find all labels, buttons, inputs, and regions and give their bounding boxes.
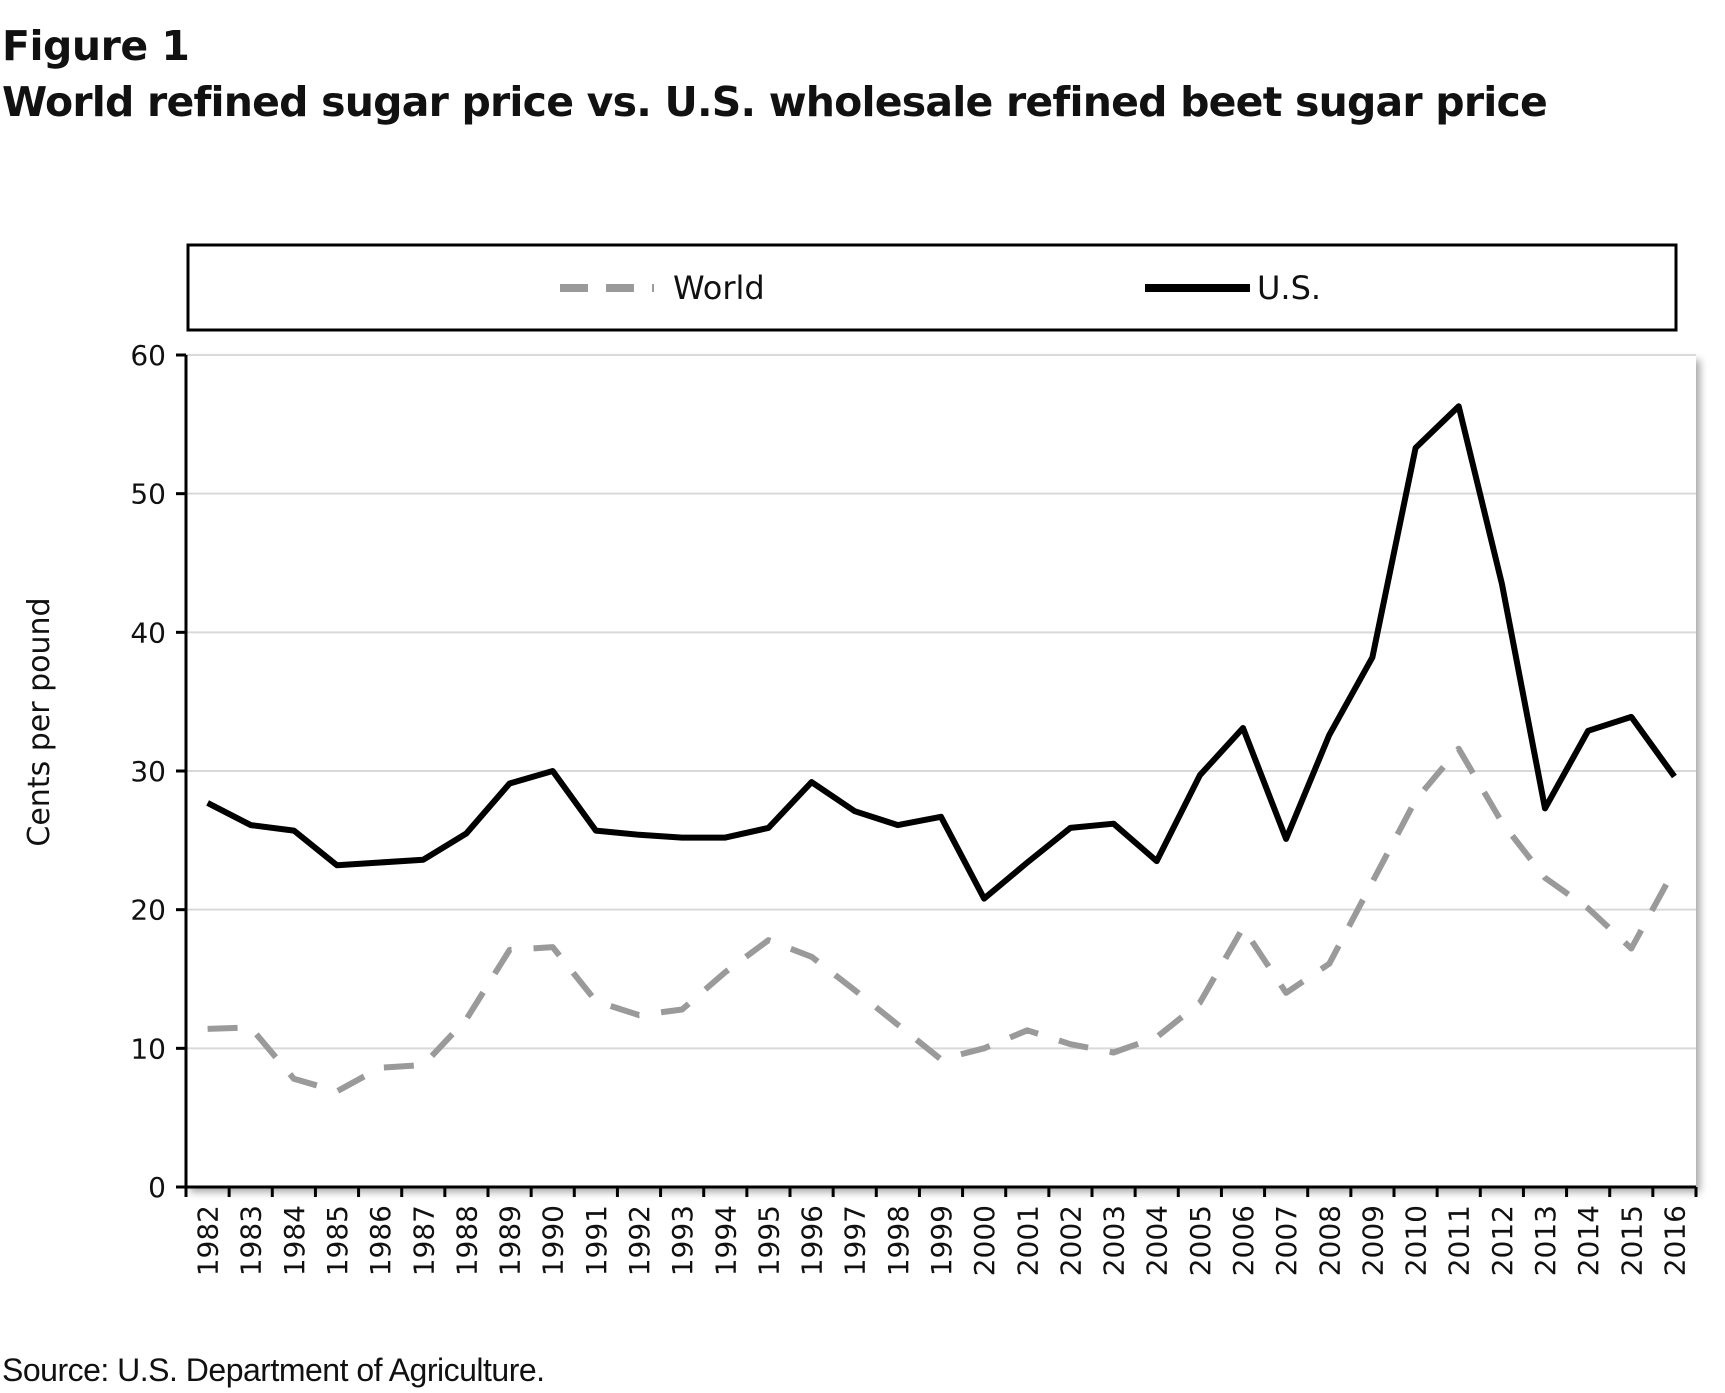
x-tick-label: 1998 (882, 1205, 915, 1276)
x-tick-label: 1996 (796, 1205, 829, 1276)
x-tick-label: 2012 (1486, 1205, 1519, 1276)
x-tick-label: 2005 (1184, 1205, 1217, 1276)
x-tick-label: 2002 (1054, 1205, 1087, 1276)
x-tick-label: 1982 (192, 1205, 225, 1276)
x-tick-label: 2011 (1443, 1205, 1476, 1276)
x-tick-label: 2016 (1658, 1205, 1691, 1276)
x-tick-label: 1984 (278, 1205, 311, 1276)
x-tick-label: 1999 (925, 1205, 958, 1276)
x-tick-label: 2004 (1141, 1205, 1174, 1276)
y-tick-label: 0 (148, 1171, 166, 1204)
series-line-us (206, 403, 1677, 902)
y-axis: 0 10 20 30 40 50 60 (130, 339, 188, 1204)
x-tick-label: 1994 (709, 1205, 742, 1276)
y-tick-label: 10 (130, 1032, 166, 1065)
x-tick-label: 2009 (1356, 1205, 1389, 1276)
x-tick-label: 1986 (364, 1205, 397, 1276)
x-tick-label: 2003 (1098, 1205, 1131, 1276)
source-note: Source: U.S. Department of Agriculture. (2, 1352, 545, 1388)
x-tick-label: 1985 (321, 1205, 354, 1276)
gridlines (186, 354, 1696, 1050)
figure-title: World refined sugar price vs. U.S. whole… (2, 78, 1548, 126)
x-tick-label: 1983 (235, 1205, 268, 1276)
x-tick-label: 2014 (1572, 1205, 1605, 1276)
series-layer (206, 403, 1678, 1095)
y-axis-title: Cents per pound (22, 597, 57, 846)
figure-label: Figure 1 (2, 22, 190, 70)
x-tick-label: 1987 (407, 1205, 440, 1276)
x-tick-label: 2013 (1529, 1205, 1562, 1276)
x-tick-label: 1989 (494, 1205, 527, 1276)
x-tick-label: 1988 (450, 1205, 483, 1276)
series-line-world (207, 745, 1678, 1095)
legend-box (186, 243, 1678, 332)
legend: World U.S. (186, 243, 1678, 332)
x-tick-label: 1992 (623, 1205, 656, 1276)
y-tick-label: 60 (130, 339, 166, 372)
x-tick-label: 2001 (1011, 1205, 1044, 1276)
y-tick-label: 50 (130, 478, 166, 511)
x-tick-label: 1991 (580, 1205, 613, 1276)
x-tick-label: 1993 (666, 1205, 699, 1276)
x-tick-label: 2008 (1313, 1205, 1346, 1276)
x-tick-label: 2006 (1227, 1205, 1260, 1276)
x-tick-label: 2007 (1270, 1205, 1303, 1276)
x-tick-label: 1997 (839, 1205, 872, 1276)
legend-label-us: U.S. (1257, 269, 1321, 307)
y-tick-label: 30 (130, 755, 166, 788)
x-tick-label: 1990 (537, 1205, 570, 1276)
x-tick-label: 2015 (1615, 1205, 1648, 1276)
x-tick-label: 2000 (968, 1205, 1001, 1276)
x-tick-label: 2010 (1400, 1205, 1433, 1276)
y-tick-label: 20 (130, 894, 166, 927)
x-axis: 1982 1983 1984 1985 1986 1987 1988 1989 1990 1991… (184, 1185, 1698, 1276)
y-tick-label: 40 (130, 616, 166, 649)
legend-label-world: World (673, 269, 765, 307)
x-tick-label: 1995 (752, 1205, 785, 1276)
